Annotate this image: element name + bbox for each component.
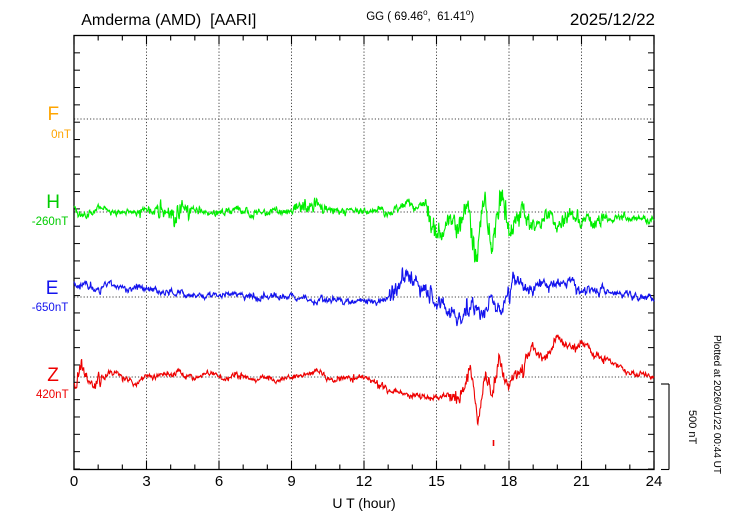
svg-text:500 nT: 500 nT [686,410,698,445]
svg-text:Plotted at 2026/01/22 00:44 UT: Plotted at 2026/01/22 00:44 UT [711,335,722,474]
